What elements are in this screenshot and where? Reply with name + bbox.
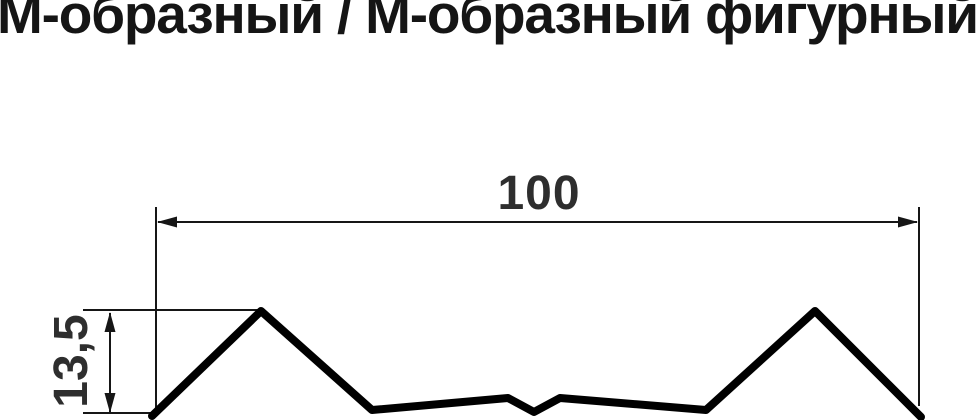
page-title: М-образный / М-образный фигурный <box>0 0 978 45</box>
height-arrowhead-bottom-icon <box>104 393 116 413</box>
height-value-label: 13,5 <box>45 314 98 407</box>
width-arrowhead-right-icon <box>898 216 918 228</box>
width-arrowhead-left-icon <box>157 216 177 228</box>
width-value-label: 100 <box>497 167 580 220</box>
height-arrowhead-top-icon <box>104 312 116 332</box>
profile-outline <box>148 307 925 420</box>
